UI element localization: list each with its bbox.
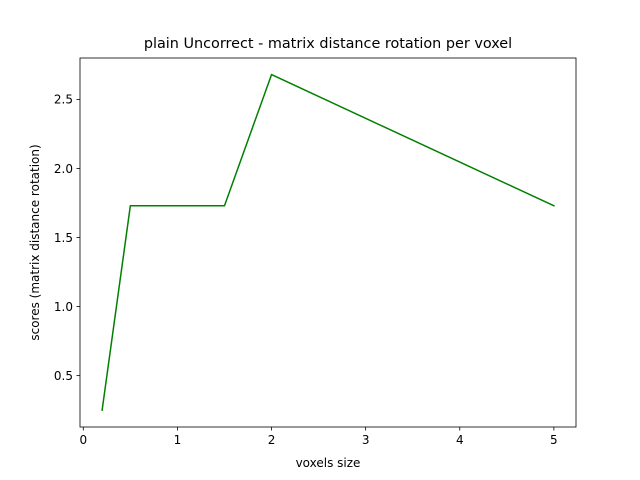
x-tick-label: 0 <box>79 433 87 447</box>
y-tick-label: 0.5 <box>54 369 73 383</box>
y-axis-label: scores (matrix distance rotation) <box>28 144 42 340</box>
x-tick-label: 3 <box>362 433 370 447</box>
y-tick-label: 1.5 <box>54 231 73 245</box>
y-tick-label: 2.5 <box>54 93 73 107</box>
x-tick-label: 5 <box>550 433 558 447</box>
x-tick-label: 4 <box>456 433 464 447</box>
y-tick-label: 2.0 <box>54 162 73 176</box>
x-tick-label: 2 <box>268 433 276 447</box>
series-line <box>101 73 555 411</box>
ticks-group: 0 1 2 3 4 5 0.5 1.0 1.5 2.0 2.5 <box>54 93 558 447</box>
plot-frame <box>79 57 577 428</box>
chart-title: plain Uncorrect - matrix distance rotati… <box>144 36 512 52</box>
series-group <box>101 73 555 411</box>
y-tick-label: 1.0 <box>54 300 73 314</box>
x-tick-label: 1 <box>174 433 182 447</box>
x-axis-label: voxels size <box>296 456 361 470</box>
